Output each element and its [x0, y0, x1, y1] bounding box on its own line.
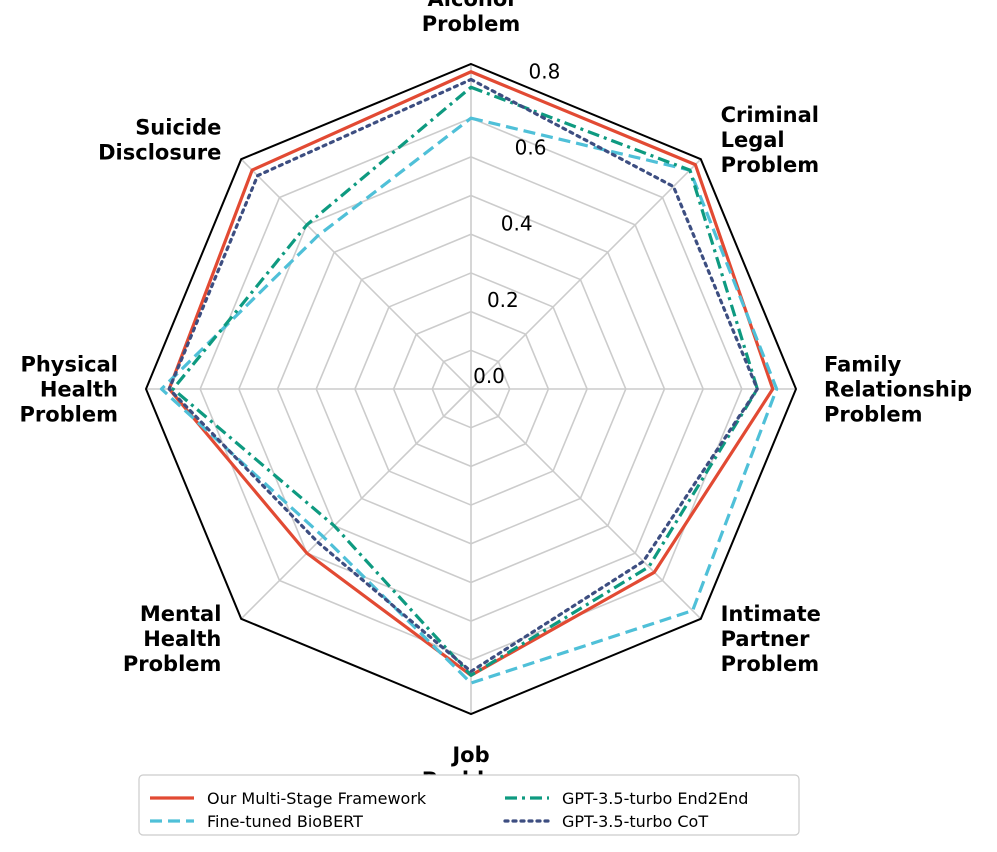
axis-label-line: Legal [721, 128, 785, 152]
axis-label: Criminal Legal Problem [721, 103, 820, 177]
series-line [159, 116, 779, 685]
axis-label-line: Family [824, 353, 902, 377]
axis-label-line: Problem [422, 12, 521, 36]
axis-label-line: Partner [721, 627, 811, 651]
legend: Our Multi-Stage Framework Fine-tuned BioB… [138, 774, 800, 836]
legend-label: GPT-3.5-turbo End2End [562, 789, 748, 808]
legend-label: Our Multi-Stage Framework [207, 789, 427, 808]
legend-label: Fine-tuned BioBERT [207, 812, 363, 831]
tick-label: 0.2 [487, 288, 519, 312]
grid-spoke [470, 158, 702, 390]
grid-spoke [470, 388, 702, 620]
axis-label: Family Relationship Problem [824, 353, 972, 427]
axis-label-line: Health [143, 627, 221, 651]
axis-label-line: Disclosure [98, 140, 221, 164]
axis-label-line: Problem [721, 153, 820, 177]
axis-label: Mental Health Problem [123, 602, 222, 676]
axis-label: AlcoholProblem [422, 0, 521, 36]
axis-label-line: Job [450, 743, 489, 767]
axis-label-line: Alcohol [428, 0, 515, 11]
grid-spoke [240, 388, 472, 620]
axis-label-line: Relationship [824, 378, 972, 402]
tick-label: 0.8 [529, 59, 561, 83]
axis-label-line: Health [40, 378, 118, 402]
axis-label: Intimate Partner Problem [721, 602, 821, 676]
axis-label-line: Problem [123, 652, 222, 676]
legend-box [138, 774, 800, 836]
axis-label-line: Suicide [135, 115, 221, 139]
axis-label-line: Criminal [721, 103, 819, 127]
axis-label: Physical Health Problem [19, 353, 118, 427]
grid [144, 62, 798, 716]
axis-label-line: Physical [20, 353, 118, 377]
outer-frame [144, 62, 798, 716]
axis-labels: AlcoholProblemCriminalLegalProblemFamily… [19, 0, 972, 792]
tick-label: 0.6 [515, 136, 547, 160]
grid-spoke [240, 158, 472, 390]
series-line [171, 85, 759, 677]
axis-label-line: Problem [721, 652, 820, 676]
tick-label: 0.4 [501, 212, 533, 236]
axis-label-line: Problem [19, 403, 118, 427]
tick-label: 0.0 [473, 364, 505, 388]
series-lines [159, 70, 779, 685]
axis-label-line: Mental [140, 602, 222, 626]
radial-tick-labels: 0.0 0.2 0.4 0.6 0.8 [473, 59, 560, 388]
axis-label-line: Intimate [721, 602, 821, 626]
axis-label-line: Problem [824, 403, 923, 427]
legend-label: GPT-3.5-turbo CoT [562, 812, 708, 831]
axis-label: Suicide Disclosure [98, 115, 221, 164]
series-line [167, 77, 759, 674]
